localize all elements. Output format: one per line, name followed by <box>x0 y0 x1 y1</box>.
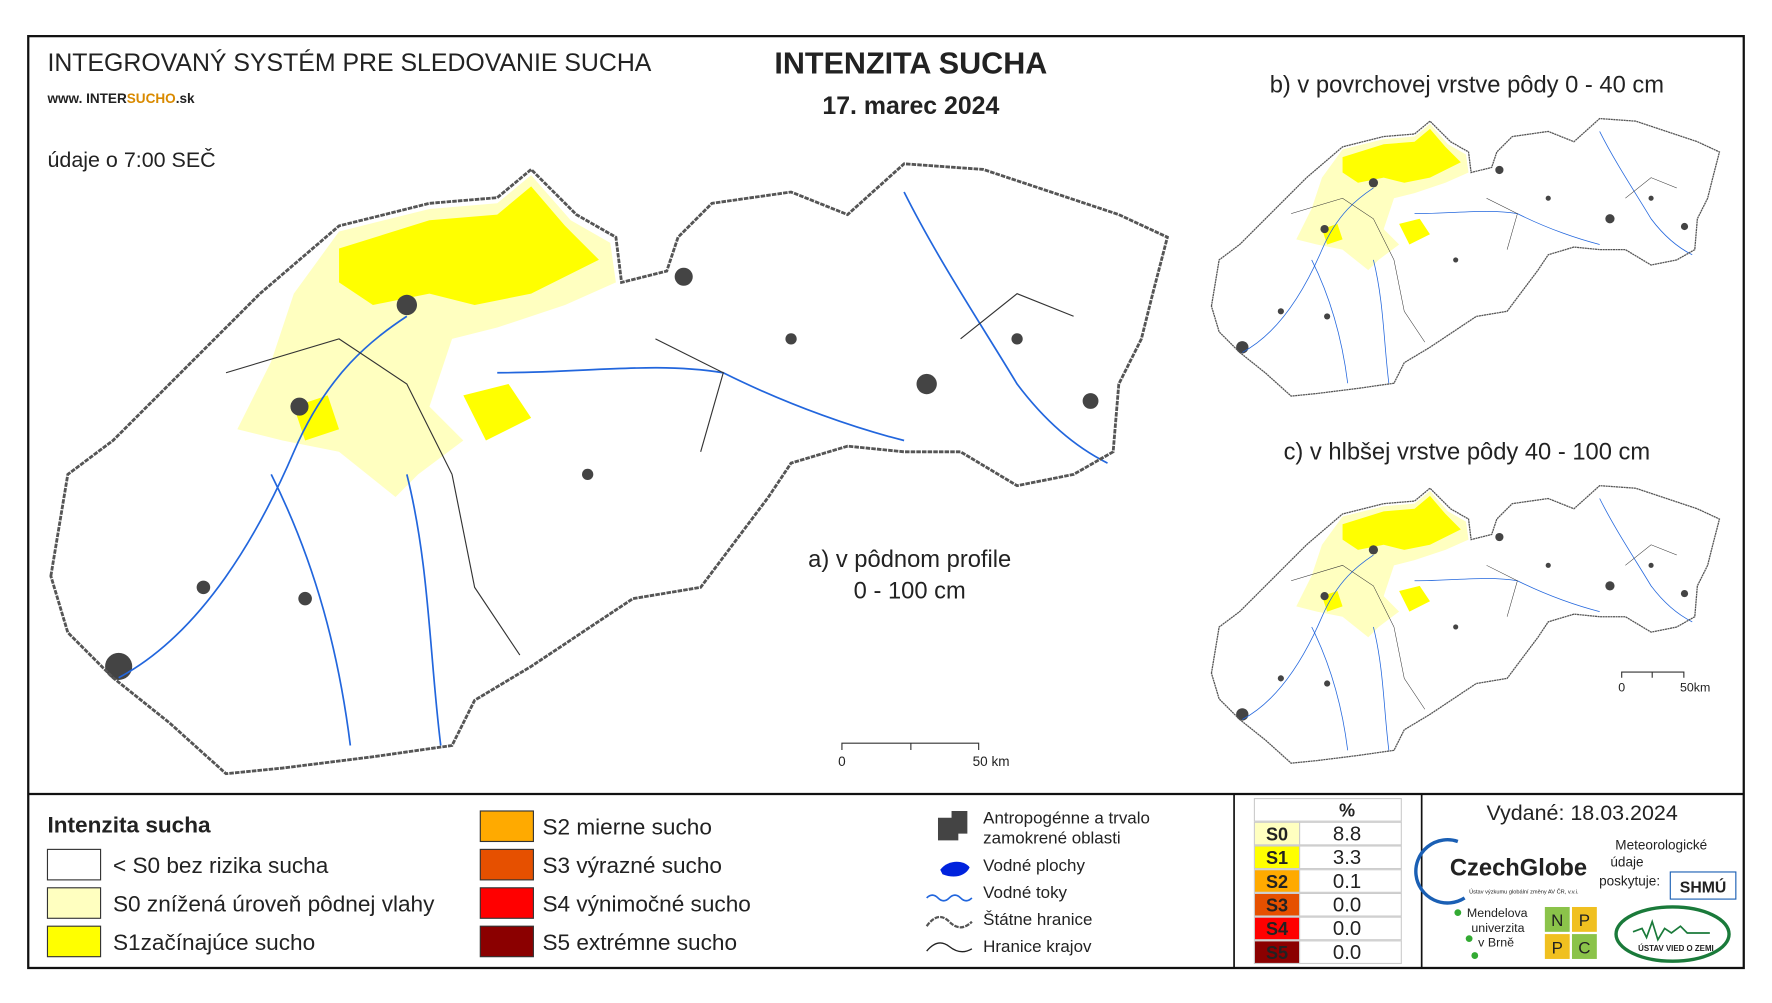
system-title: INTEGROVANÝ SYSTÉM PRE SLEDOVANIE SUCHA <box>47 48 651 77</box>
scale-label: 0 <box>1618 680 1625 694</box>
legend-title: Intenzita sucha <box>47 812 211 837</box>
uvz-logo <box>1614 905 1731 963</box>
urban-icon <box>937 810 968 841</box>
npc-letter: P <box>1579 911 1590 930</box>
dot <box>1454 909 1462 917</box>
value-cell <box>1299 940 1402 965</box>
shmu-text: SHMÚ <box>1680 877 1727 896</box>
class-label: S2 <box>1266 872 1288 892</box>
legend-label: < S0 bez rizika sucha <box>113 853 329 878</box>
czechglobe-arc <box>1414 838 1466 905</box>
czechglobe-logo: CzechGlobe <box>1450 855 1587 881</box>
legend-label: S3 výrazné sucho <box>542 853 722 878</box>
shmu-logo <box>1669 871 1737 900</box>
mendel-text: v Brně <box>1478 936 1514 950</box>
class-label: S5 <box>1266 943 1288 963</box>
symbol-label: zamokrené oblasti <box>983 829 1120 848</box>
legend-swatch <box>46 925 102 958</box>
npc-letter: N <box>1551 911 1563 930</box>
legend-swatch <box>479 810 534 843</box>
symbol-label: Štátne hranice <box>983 910 1092 929</box>
percent-value: 0.0 <box>1333 895 1361 917</box>
npc-letter: P <box>1552 938 1563 957</box>
met-text: Meteorologické <box>1615 837 1707 852</box>
class-label: S3 <box>1266 896 1288 916</box>
issued: Vydané: 18.03.2024 <box>1486 801 1677 825</box>
data-time: údaje o 7:00 SEČ <box>47 147 215 172</box>
legend-swatch <box>46 848 102 881</box>
dot <box>1471 952 1479 959</box>
npc-letter: C <box>1578 938 1590 957</box>
river-icon <box>926 894 973 902</box>
value-cell <box>1299 845 1402 870</box>
czechglobe-sub: Ústav výzkumu globální změny AV ČR, v.v.… <box>1469 888 1579 895</box>
percent-value: 8.8 <box>1333 823 1361 845</box>
uvz-text: ÚSTAV VIED O ZEMI <box>1638 944 1714 953</box>
legend-swatch <box>479 925 534 958</box>
legend-label: S0 znížená úroveň pôdnej vlahy <box>113 892 435 917</box>
scale-label: 50km <box>1680 680 1710 694</box>
water-icon <box>940 861 970 877</box>
state-border-icon <box>925 915 973 929</box>
met-text: poskytuje: <box>1599 874 1660 889</box>
website-prefix: www. INTER <box>46 91 127 106</box>
npc-cell <box>1544 906 1570 932</box>
symbol-legend: Antropogénne a trvalo zamokrené oblasti … <box>925 808 1150 956</box>
table-header-cell <box>1253 797 1402 822</box>
mendel-text: univerzita <box>1471 921 1524 935</box>
website-highlight: SUCHO <box>127 91 176 106</box>
value-cell <box>1299 892 1402 917</box>
percent-value: 3.3 <box>1333 847 1361 869</box>
legend-swatch <box>479 848 534 881</box>
legend-label: S4 výnimočné sucho <box>542 892 750 917</box>
uvz-wave <box>1632 919 1710 942</box>
legend-label: S1začínajúce sucho <box>113 930 315 955</box>
value-cell <box>1299 821 1402 846</box>
dot <box>1465 935 1473 943</box>
scale-bar <box>841 742 980 750</box>
map-b-label: b) v povrchovej vrstve pôdy 0 - 40 cm <box>1270 73 1664 99</box>
legend-label: S5 extrémne sucho <box>542 930 737 955</box>
percent-value: 0.0 <box>1333 942 1361 964</box>
legend-label: S2 mierne sucho <box>542 815 711 840</box>
website: www. INTERSUCHO.sk <box>46 91 195 106</box>
met-text: údaje <box>1610 854 1643 869</box>
date: 17. marec 2024 <box>822 93 999 120</box>
npc-cell <box>1571 906 1597 932</box>
percent-value: 0.0 <box>1333 918 1361 940</box>
class-label: S1 <box>1266 848 1288 868</box>
scale-label: 50 km <box>973 754 1010 769</box>
legend-swatch <box>479 887 534 919</box>
class-label: S0 <box>1266 824 1288 844</box>
symbol-label: Vodné toky <box>983 883 1067 902</box>
map-c-label: c) v hlbšej vrstve pôdy 40 - 100 cm <box>1284 440 1651 466</box>
symbol-label: Hranice krajov <box>983 937 1092 956</box>
logos: CzechGlobe Ústav výzkumu globální změny … <box>1414 837 1737 963</box>
scale-bar <box>1621 671 1685 678</box>
class-label: S4 <box>1266 919 1288 939</box>
value-cell <box>1299 869 1402 893</box>
symbol-label: Antropogénne a trvalo <box>983 808 1150 827</box>
stats-table: % S0 8.8 S1 3.3 S2 0.1 S3 0.0 S4 0.0 S5 0.0 <box>1253 797 1402 965</box>
region-border-icon <box>926 942 973 953</box>
map-a-label: a) v pôdnom profile <box>808 547 1011 573</box>
value-cell <box>1299 916 1402 941</box>
scale-label: 0 <box>838 754 846 769</box>
title: INTENZITA SUCHA <box>774 46 1047 80</box>
percent-value: 0.1 <box>1333 871 1361 893</box>
symbol-label: Vodné plochy <box>983 856 1085 875</box>
legend: < S0 bez rizika sucha S0 znížená úroveň p… <box>46 810 751 958</box>
legend-swatch <box>46 887 102 919</box>
table-header: % <box>1339 801 1355 821</box>
map-a-depth: 0 - 100 cm <box>854 579 966 605</box>
npc-cell <box>1544 934 1570 959</box>
npc-cell <box>1571 934 1597 959</box>
mendel-text: Mendelova <box>1467 906 1528 920</box>
website-suffix: .sk <box>176 91 195 106</box>
